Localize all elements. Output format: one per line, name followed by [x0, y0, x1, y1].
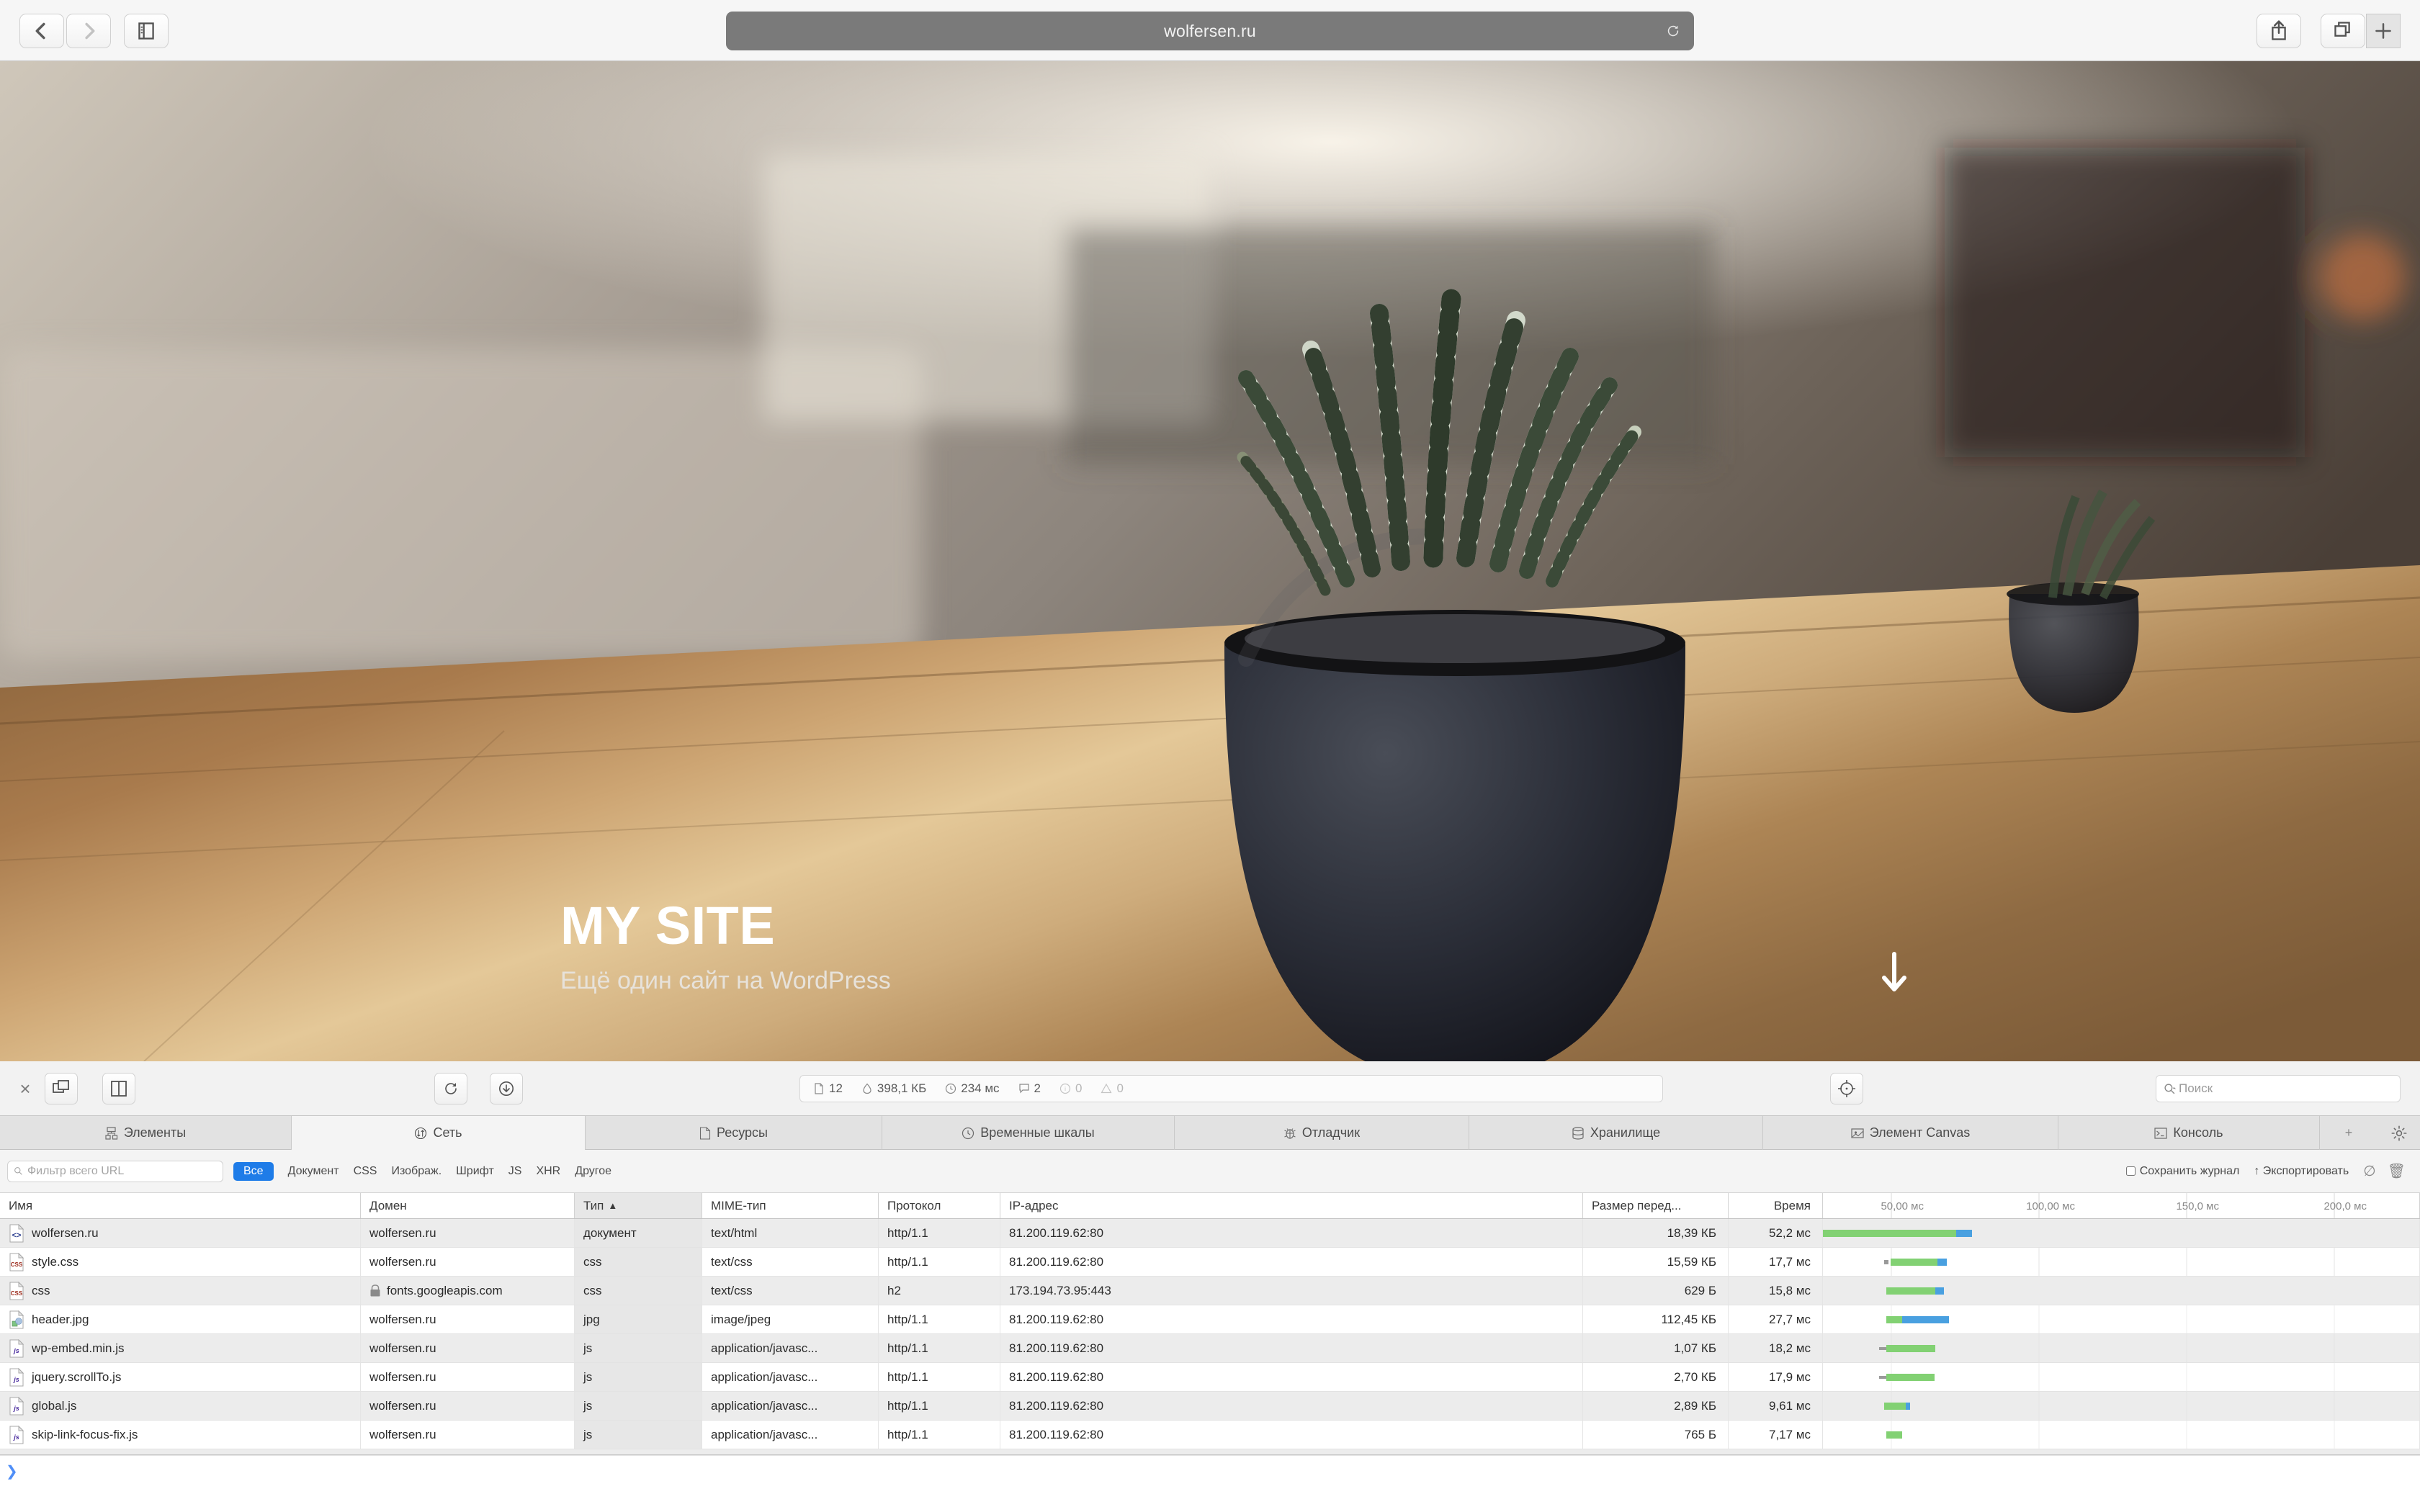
svg-text:100,00 мс: 100,00 мс	[2026, 1200, 2075, 1212]
svg-text:150,0 мс: 150,0 мс	[2176, 1200, 2219, 1212]
svg-text:CSS: CSS	[11, 1261, 23, 1268]
svg-text:<>: <>	[12, 1231, 22, 1240]
svg-text:Ещё один сайт на WordPress: Ещё один сайт на WordPress	[560, 967, 891, 994]
svg-text:i: i	[1065, 1086, 1066, 1092]
svg-text:CSS: CSS	[11, 1290, 23, 1297]
svg-text:MY SITE: MY SITE	[560, 896, 775, 955]
svg-text:js: js	[13, 1405, 19, 1412]
svg-text:js: js	[13, 1347, 19, 1354]
svg-text:js: js	[13, 1376, 19, 1383]
svg-text:50,00 мс: 50,00 мс	[1881, 1200, 1924, 1212]
svg-text:js: js	[13, 1434, 19, 1441]
svg-text:200,0 мс: 200,0 мс	[2323, 1200, 2367, 1212]
